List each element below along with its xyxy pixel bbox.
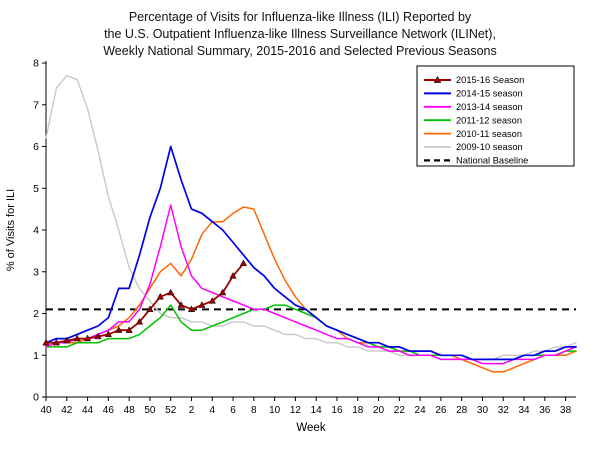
legend-box (416, 65, 575, 167)
x-tick-label: 40 (40, 405, 52, 416)
series-triangle-marker (94, 332, 102, 340)
series-triangle-marker (42, 339, 50, 346)
series-triangle-marker (229, 272, 237, 279)
x-tick-label: 28 (456, 405, 468, 416)
chart-title-line-2: the U.S. Outpatient Influenza-like Illne… (104, 26, 496, 41)
series-triangle-marker (156, 293, 164, 300)
y-tick-label: 3 (33, 267, 39, 279)
x-tick-label: 26 (435, 405, 447, 416)
legend-label: 2009-10 season (456, 142, 523, 152)
series-triangle-marker (208, 297, 216, 304)
y-tick-label: 4 (33, 225, 39, 237)
x-tick-label: 46 (103, 405, 115, 416)
x-tick-label: 22 (394, 405, 406, 416)
series-triangle-marker (115, 326, 123, 334)
x-tick-label: 6 (230, 405, 236, 416)
x-tick-label: 52 (165, 405, 177, 416)
x-tick-label: 48 (124, 405, 136, 416)
series-line-2013-14-season (45, 204, 577, 365)
y-tick-label: 6 (33, 141, 39, 153)
legend-label: 2011-12 season (456, 116, 522, 126)
x-tick-label: 14 (311, 405, 323, 416)
legend-triangle-marker (433, 76, 442, 84)
y-axis-title: % of Visits for ILI (5, 189, 17, 271)
x-tick-label: 18 (352, 405, 364, 416)
y-tick-label: 1 (33, 350, 39, 362)
series-line-2014-15-season (45, 145, 577, 361)
x-tick-label: 42 (61, 405, 73, 416)
x-axis-title: Week (296, 422, 325, 434)
x-tick-label: 16 (331, 405, 343, 416)
chart-title-line-3: Weekly National Summary, 2015-2016 and S… (103, 43, 497, 58)
series-triangle-marker (63, 336, 71, 344)
series-triangle-marker (146, 305, 154, 313)
x-tick-label: 34 (518, 405, 530, 416)
x-tick-label: 10 (269, 405, 281, 416)
y-tick-label: 8 (33, 59, 39, 70)
legend-label: 2015-16 Season (456, 75, 524, 85)
x-tick-label: 2 (189, 405, 195, 416)
legend-label: 2013-14 season (456, 102, 523, 112)
series-triangle-marker (83, 334, 92, 342)
series-triangle-marker (104, 330, 112, 338)
series-line-2010-11-season (45, 206, 577, 373)
series-triangle-marker (52, 339, 61, 346)
series-triangle-marker (167, 288, 175, 296)
legend-label: 2010-11 season (456, 129, 522, 139)
series-triangle-marker (135, 318, 144, 325)
series-triangle-marker (198, 301, 206, 309)
x-tick-label: 8 (251, 405, 257, 416)
series-triangle-marker (187, 305, 196, 313)
x-tick-label: 36 (539, 405, 551, 416)
x-tick-label: 20 (373, 405, 385, 416)
y-tick-label: 2 (33, 308, 39, 320)
series-triangle-marker (73, 334, 81, 342)
legend-label: 2014-15 season (456, 89, 523, 99)
chart-title: Percentage of Visits for Influenza-like … (0, 0, 600, 59)
y-tick-label: 0 (33, 392, 39, 404)
series-triangle-marker (177, 301, 185, 309)
y-tick-label: 7 (33, 100, 39, 112)
series-triangle-marker (125, 326, 133, 334)
legend-label: National Baseline (456, 156, 528, 166)
x-tick-label: 50 (144, 405, 156, 416)
x-tick-label: 44 (82, 405, 94, 416)
x-tick-label: 4 (209, 405, 215, 416)
series-triangle-marker (219, 288, 227, 296)
y-tick-label: 5 (33, 183, 39, 195)
x-tick-label: 32 (498, 405, 510, 416)
x-tick-label: 38 (560, 405, 572, 416)
series-triangle-marker (239, 259, 248, 267)
x-tick-label: 12 (290, 405, 302, 416)
x-tick-label: 30 (477, 405, 489, 416)
x-tick-label: 24 (415, 405, 427, 416)
chart-title-line-1: Percentage of Visits for Influenza-like … (128, 10, 472, 24)
